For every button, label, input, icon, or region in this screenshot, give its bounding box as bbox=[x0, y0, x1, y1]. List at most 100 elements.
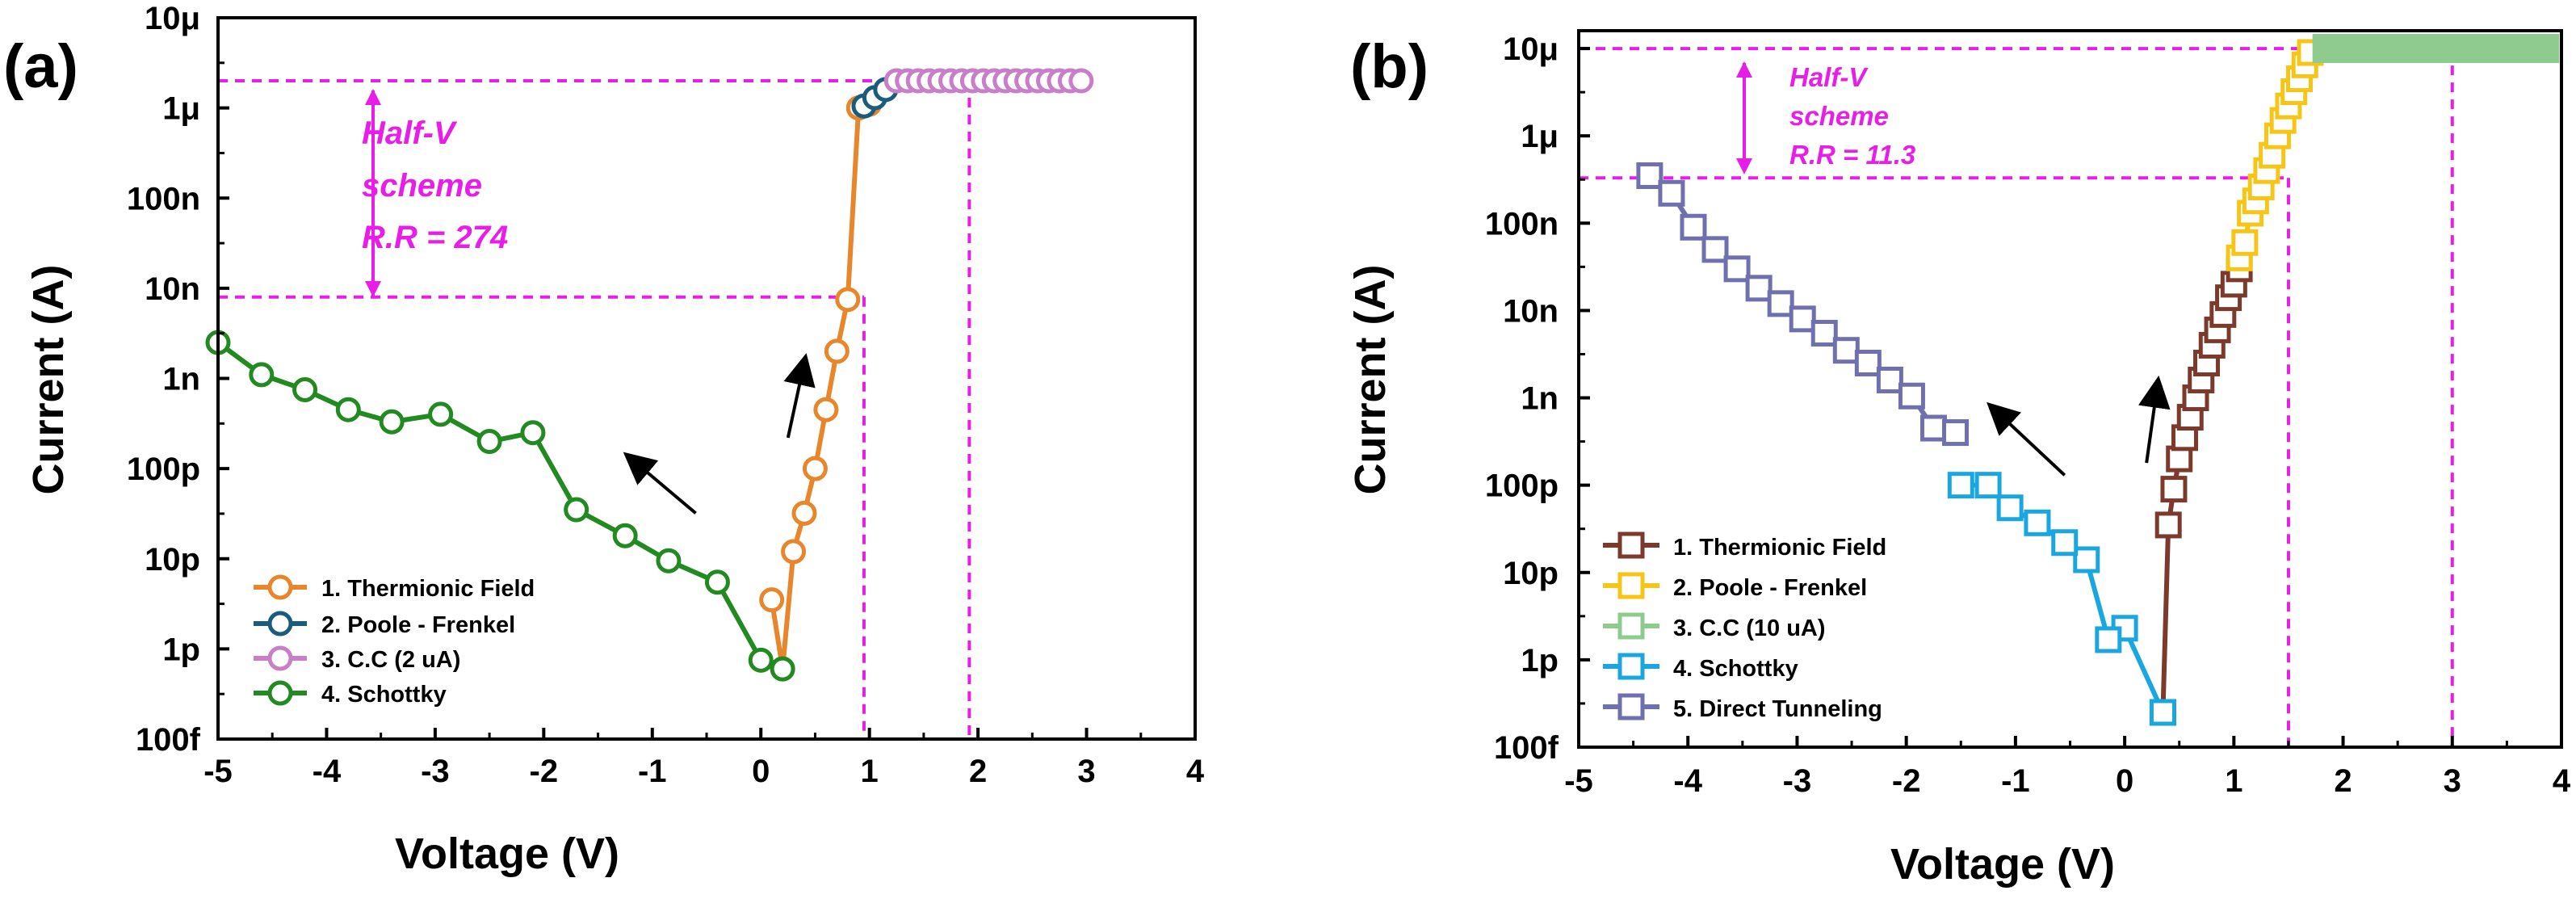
data-point bbox=[1723, 255, 1751, 283]
data-point bbox=[1636, 162, 1663, 189]
data-point bbox=[1854, 350, 1882, 377]
legend-marker-a-4 bbox=[267, 680, 293, 706]
series-group-b bbox=[1636, 34, 2560, 726]
data-point bbox=[2149, 699, 2176, 726]
annotation-line2-b: scheme bbox=[1789, 101, 1889, 131]
sweep-direction-arrow bbox=[783, 353, 816, 439]
legend-label-b-2: 2. Poole - Frenkel bbox=[1673, 575, 1867, 601]
legend-label-b-5: 5. Direct Tunneling bbox=[1673, 696, 1882, 722]
panel-label-a: (a) bbox=[3, 32, 78, 101]
data-point bbox=[759, 587, 785, 613]
y-tick-label: 10p bbox=[1503, 556, 1559, 591]
data-point bbox=[1996, 494, 2024, 522]
data-point bbox=[2024, 509, 2051, 536]
legend-marker-b-3 bbox=[1617, 612, 1645, 640]
annotation-b: Half-V scheme R.R = 11.3 bbox=[1736, 61, 1915, 174]
data-point bbox=[1658, 179, 1685, 207]
data-point bbox=[1701, 236, 1729, 263]
data-point bbox=[428, 401, 454, 427]
annotation-line1-b: Half-V bbox=[1789, 62, 1869, 92]
data-point bbox=[379, 409, 405, 435]
data-point bbox=[835, 287, 861, 313]
legend-label-a-4: 4. Schottky bbox=[321, 682, 447, 708]
x-tick-label: -4 bbox=[313, 754, 342, 789]
series-b-2 bbox=[2226, 39, 2324, 271]
x-tick-label: 3 bbox=[2444, 763, 2461, 799]
data-point bbox=[802, 456, 828, 481]
legend-marker-b-1 bbox=[1617, 531, 1645, 559]
legend-entry-b-1: 1. Thermionic Field bbox=[1603, 531, 1886, 561]
x-axis-title-b: Voltage (V) bbox=[1890, 840, 2115, 888]
x-tick-label: 2 bbox=[2334, 763, 2352, 799]
chart-panel-a: (a) Current (A) Voltage (V) -5 -4 -3 -2 -1 0 1… bbox=[3, 1, 1205, 878]
y-tick-label: 1n bbox=[162, 362, 200, 397]
y-axis-title-b: Current (A) bbox=[1346, 265, 1395, 495]
x-tick-label: -4 bbox=[1673, 763, 1702, 799]
data-point bbox=[770, 656, 795, 682]
x-tick-label: -2 bbox=[530, 754, 559, 789]
data-point bbox=[813, 397, 839, 422]
legend-entry-a-4: 4. Schottky bbox=[254, 680, 447, 708]
reference-lines-b bbox=[1579, 47, 2454, 747]
trend-arrows-b bbox=[1987, 375, 2171, 477]
annotation-line2-a: scheme bbox=[362, 168, 482, 204]
legend-entry-a-3: 3. C.C (2 uA) bbox=[254, 645, 460, 673]
x-tick-label: 4 bbox=[2553, 763, 2571, 799]
series-a-2 bbox=[851, 77, 899, 119]
data-point bbox=[2160, 476, 2188, 503]
y-tick-label: 10n bbox=[145, 271, 200, 307]
annotation-line3-b: R.R = 11.3 bbox=[1789, 140, 1915, 170]
data-point bbox=[1068, 68, 1094, 94]
annotation-arrowhead-bottom-a bbox=[365, 281, 381, 297]
data-point bbox=[656, 548, 682, 573]
x-ticks-a: -5 -4 -3 -2 -1 0 1 2 3 4 bbox=[203, 728, 1205, 789]
y-ticks-b: 100f 1p 10p 100p 1n 10n 100n 1μ 10μ bbox=[1485, 32, 1590, 766]
data-point bbox=[791, 500, 817, 526]
x-tick-label: -2 bbox=[1892, 763, 1921, 799]
data-point bbox=[2095, 626, 2122, 653]
legend-entry-b-3: 3. C.C (10 uA) bbox=[1603, 612, 1826, 641]
data-point bbox=[748, 647, 774, 673]
x-tick-label: 3 bbox=[1077, 754, 1095, 789]
legend-marker-b-5 bbox=[1617, 693, 1645, 720]
legend-marker-a-2 bbox=[267, 611, 293, 636]
legend-label-b-1: 1. Thermionic Field bbox=[1673, 535, 1886, 561]
legend-a: 1. Thermionic Field 2. Poole - Frenkel 3… bbox=[254, 574, 535, 708]
data-point bbox=[1832, 337, 1860, 364]
data-point bbox=[335, 397, 361, 422]
y-tick-label: 1μ bbox=[162, 91, 200, 127]
y-tick-label: 100f bbox=[136, 722, 201, 758]
legend-label-a-1: 1. Thermionic Field bbox=[321, 576, 535, 602]
y-tick-label: 10μ bbox=[145, 1, 200, 36]
series-group-a bbox=[205, 68, 1094, 682]
y-tick-label: 1p bbox=[162, 632, 200, 667]
legend-label-b-3: 3. C.C (10 uA) bbox=[1673, 615, 1826, 641]
legend-marker-b-2 bbox=[1617, 572, 1645, 599]
y-tick-label: 100n bbox=[127, 181, 200, 216]
x-tick-label: -3 bbox=[1783, 763, 1812, 799]
x-tick-label: 0 bbox=[752, 754, 770, 789]
chart-panel-b: (b) Current (A) Voltage (V) -5 -4 -3 -2 -1 0 1… bbox=[1346, 29, 2571, 888]
compliance-band bbox=[2312, 34, 2560, 64]
data-point bbox=[781, 539, 807, 565]
data-point bbox=[564, 497, 589, 523]
data-point bbox=[1898, 382, 1925, 410]
x-tick-label: -1 bbox=[2001, 763, 2030, 799]
data-point bbox=[824, 338, 850, 364]
annotation-arrowhead-bottom-b bbox=[1736, 158, 1752, 174]
data-point bbox=[1810, 319, 1838, 347]
legend-label-a-2: 2. Poole - Frenkel bbox=[321, 612, 515, 638]
data-point bbox=[2073, 546, 2100, 573]
y-tick-label: 1μ bbox=[1521, 119, 1559, 154]
x-tick-label: 0 bbox=[2116, 763, 2133, 799]
sweep-direction-arrow bbox=[2138, 375, 2171, 464]
legend-entry-b-5: 5. Direct Tunneling bbox=[1603, 693, 1882, 722]
data-point bbox=[1767, 290, 1794, 317]
reference-lines-a bbox=[218, 79, 971, 739]
data-point bbox=[1876, 366, 1903, 393]
annotation-a: Half-V scheme R.R = 274 bbox=[362, 89, 508, 297]
y-tick-label: 10p bbox=[145, 542, 200, 578]
y-tick-label: 1p bbox=[1521, 643, 1559, 678]
series-a-3 bbox=[883, 68, 1094, 94]
annotation-arrowhead-top-a bbox=[365, 89, 381, 105]
